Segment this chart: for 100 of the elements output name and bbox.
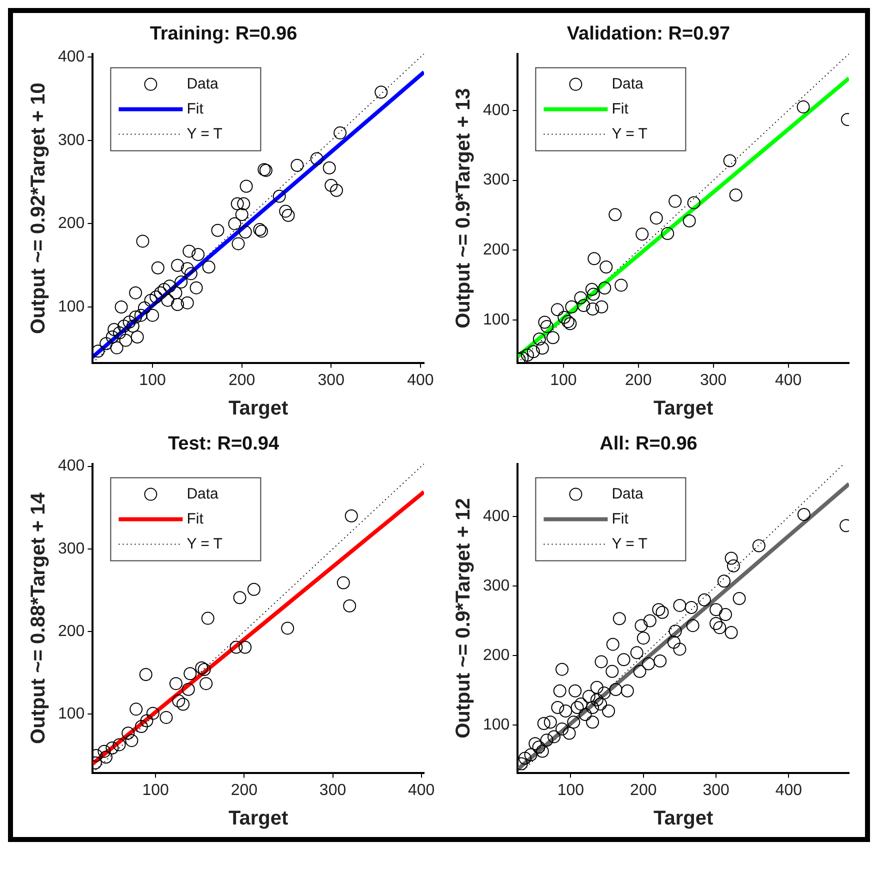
x-tick-label: 300	[318, 372, 345, 389]
point	[122, 315, 136, 328]
legend-label: Y = T	[612, 535, 648, 552]
y-axis-title: Output ~= 0.92*Target + 10	[28, 82, 50, 334]
point	[322, 161, 336, 174]
point	[558, 310, 571, 324]
point	[564, 317, 577, 330]
point	[134, 720, 148, 734]
point	[636, 228, 649, 241]
point	[146, 308, 160, 322]
point	[796, 100, 810, 114]
point	[174, 276, 188, 289]
point	[247, 582, 260, 596]
point	[565, 300, 578, 314]
point	[230, 640, 243, 654]
legend-label: Fit	[612, 510, 630, 528]
point	[598, 281, 612, 294]
point	[336, 576, 350, 590]
point	[162, 280, 176, 293]
y-tick-label: 300	[58, 132, 85, 149]
point	[608, 208, 622, 222]
point	[106, 330, 119, 344]
point	[129, 286, 142, 300]
point	[586, 302, 600, 316]
y-tick-label: 400	[482, 508, 510, 525]
point	[546, 331, 560, 344]
point	[158, 283, 171, 296]
point	[211, 224, 224, 237]
point	[182, 244, 196, 258]
point	[661, 226, 674, 240]
point	[561, 315, 574, 328]
point	[279, 204, 292, 218]
x-tick-label: 400	[407, 372, 434, 389]
point	[330, 184, 343, 197]
point	[169, 286, 182, 300]
point	[198, 663, 211, 676]
point	[99, 750, 112, 764]
y-tick-label: 400	[58, 458, 85, 475]
legend-label: Y = T	[186, 535, 222, 552]
x-axis-title: Target	[228, 398, 289, 420]
point	[161, 294, 174, 307]
point	[108, 322, 121, 336]
x-tick-label: 200	[625, 372, 652, 389]
x-axis-title: Target	[654, 398, 714, 420]
x-tick-label: 400	[774, 372, 802, 389]
point	[595, 300, 608, 314]
point	[150, 290, 163, 304]
y-tick-label: 300	[482, 172, 510, 189]
point	[343, 599, 356, 612]
point	[154, 286, 168, 300]
chart-title: Training: R=0.96	[150, 24, 298, 45]
point	[577, 298, 590, 312]
point	[238, 640, 252, 654]
point	[585, 282, 598, 296]
point	[92, 344, 105, 358]
y-tick-label: 100	[482, 312, 510, 329]
x-axis-title: Target	[228, 808, 289, 830]
legend-label: Fit	[612, 100, 630, 118]
point	[119, 334, 132, 347]
chart-title: Validation: R=0.97	[566, 24, 730, 45]
point	[110, 341, 124, 354]
point	[230, 197, 244, 210]
point	[723, 154, 736, 168]
legend-label: Y = T	[186, 125, 222, 142]
point	[169, 677, 182, 690]
point	[532, 332, 546, 346]
point	[290, 158, 304, 172]
point	[228, 217, 242, 230]
legend-label: Fit	[186, 100, 204, 118]
y-tick-label: 300	[482, 577, 510, 594]
point	[122, 726, 135, 740]
x-tick-label: 100	[142, 782, 170, 799]
point	[112, 326, 126, 340]
point	[668, 194, 682, 208]
point	[574, 291, 588, 304]
y-tick-label: 200	[482, 646, 510, 664]
y-tick-label: 100	[58, 298, 85, 316]
x-tick-label: 400	[775, 782, 802, 799]
point	[201, 612, 214, 625]
y-tick-label: 200	[58, 215, 85, 232]
point	[324, 178, 338, 192]
point	[126, 320, 140, 333]
point	[176, 698, 190, 711]
legend-label: Data	[612, 485, 644, 502]
legend-label: Data	[186, 485, 220, 502]
point	[139, 668, 152, 681]
point	[114, 300, 128, 314]
chart-title: Test: R=0.94	[168, 434, 280, 455]
point	[190, 281, 203, 294]
point	[540, 320, 554, 333]
y-axis-title: Output ~= 0.9*Target + 12	[452, 498, 475, 738]
point	[232, 237, 245, 250]
x-tick-label: 300	[702, 782, 730, 799]
point	[682, 214, 696, 228]
point	[180, 262, 194, 276]
point	[538, 316, 552, 329]
point	[600, 260, 613, 274]
point	[112, 738, 126, 752]
x-tick-label: 300	[319, 782, 346, 799]
x-tick-label: 200	[630, 782, 657, 799]
